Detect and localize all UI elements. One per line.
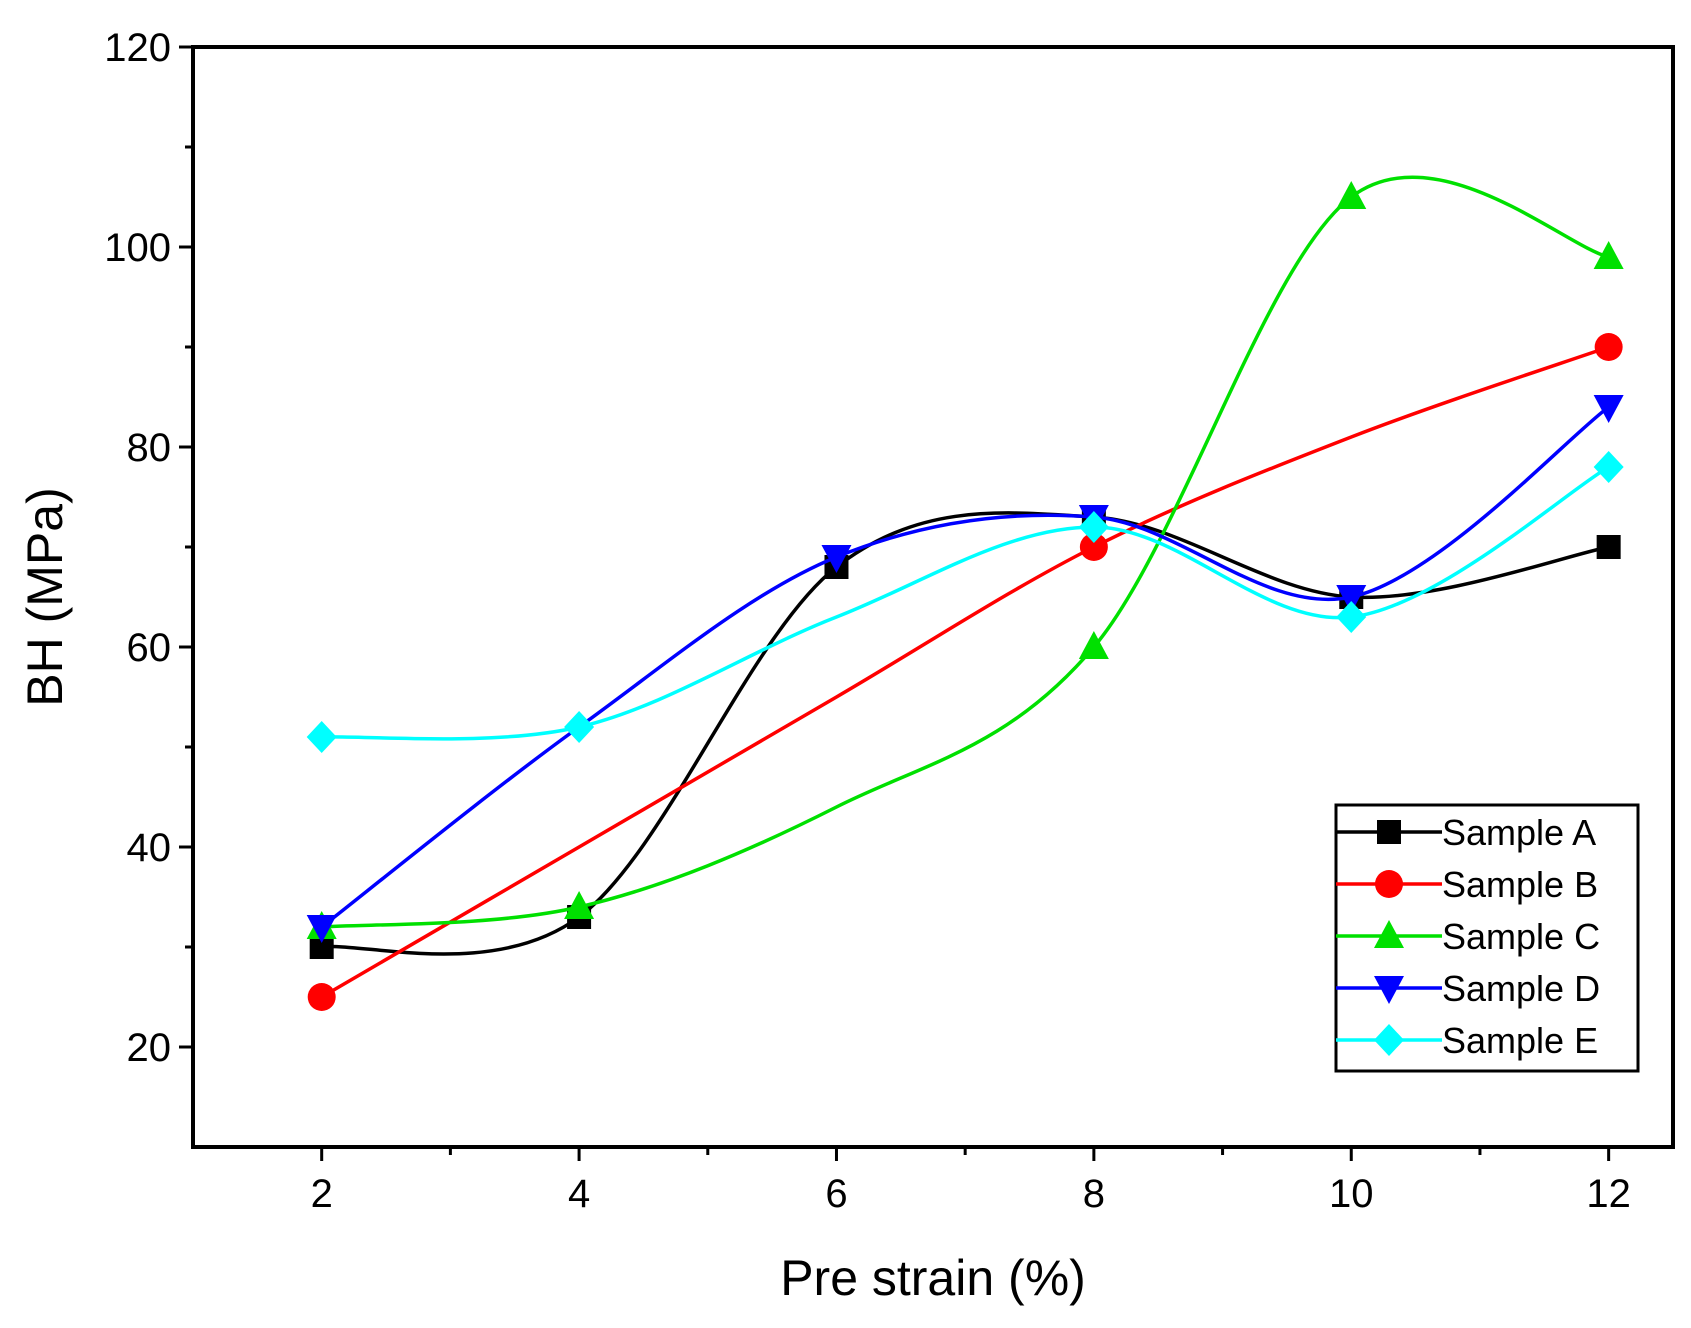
- y-tick-label: 20: [127, 1026, 172, 1070]
- series-sample-b: [307, 333, 1623, 1011]
- x-tick-label: 10: [1329, 1172, 1374, 1216]
- data-point: [564, 891, 595, 919]
- legend-marker: [1374, 976, 1404, 1004]
- y-axis: 20 40 60 80 100 120: [104, 26, 193, 1070]
- y-tick-label: 40: [127, 826, 172, 870]
- legend-item: Sample E: [1336, 1020, 1598, 1061]
- legend-marker: [1374, 1024, 1404, 1056]
- x-tick-label: 6: [825, 1172, 847, 1216]
- x-axis: 2 4 6 8 10 12: [311, 1147, 1631, 1216]
- data-point: [1596, 535, 1621, 559]
- data-point: [1078, 631, 1109, 659]
- data-point: [1336, 585, 1367, 613]
- data-point: [564, 711, 595, 743]
- data-point: [1593, 241, 1624, 269]
- series-line: [320, 345, 1610, 999]
- series-line: [321, 465, 1610, 741]
- legend-label: Sample D: [1442, 968, 1600, 1009]
- legend-item: Sample C: [1336, 916, 1600, 957]
- series-sample-c: [306, 175, 1624, 939]
- legend-label: Sample C: [1442, 916, 1600, 957]
- data-point: [1593, 395, 1624, 423]
- legend-marker: [1374, 920, 1404, 948]
- series-line: [320, 405, 1610, 929]
- legend-item: Sample B: [1336, 864, 1598, 905]
- legend-item: Sample D: [1336, 968, 1600, 1009]
- series-layer: [306, 175, 1624, 1011]
- legend-item: Sample A: [1336, 812, 1596, 853]
- x-tick-label: 8: [1083, 1172, 1105, 1216]
- data-point: [1593, 451, 1624, 483]
- y-tick-label: 100: [104, 226, 171, 270]
- y-tick-label: 60: [127, 626, 172, 670]
- x-tick-label: 2: [311, 1172, 333, 1216]
- data-point: [306, 721, 337, 753]
- data-point: [1594, 333, 1623, 361]
- data-point: [307, 983, 336, 1011]
- data-point: [1336, 181, 1367, 209]
- y-axis-title: BH (MPa): [17, 487, 73, 706]
- data-point: [1079, 533, 1108, 561]
- series-line: [321, 511, 1609, 956]
- legend-marker: [1377, 820, 1401, 844]
- legend: Sample A Sample B Sample C Sample D Sample E: [1334, 803, 1640, 1073]
- x-axis-title: Pre strain (%): [780, 1250, 1086, 1306]
- data-point: [1336, 601, 1367, 633]
- legend-label: Sample B: [1442, 864, 1598, 905]
- x-tick-label: 12: [1586, 1172, 1631, 1216]
- legend-marker: [1375, 870, 1403, 898]
- x-tick-label: 4: [568, 1172, 590, 1216]
- legend-label: Sample E: [1442, 1020, 1598, 1061]
- data-point: [1078, 511, 1109, 543]
- y-tick-label: 80: [127, 426, 172, 470]
- legend-label: Sample A: [1442, 812, 1596, 853]
- data-point: [821, 545, 852, 573]
- y-tick-label: 120: [104, 26, 171, 70]
- series-sample-e: [306, 451, 1624, 753]
- data-point: [306, 915, 337, 943]
